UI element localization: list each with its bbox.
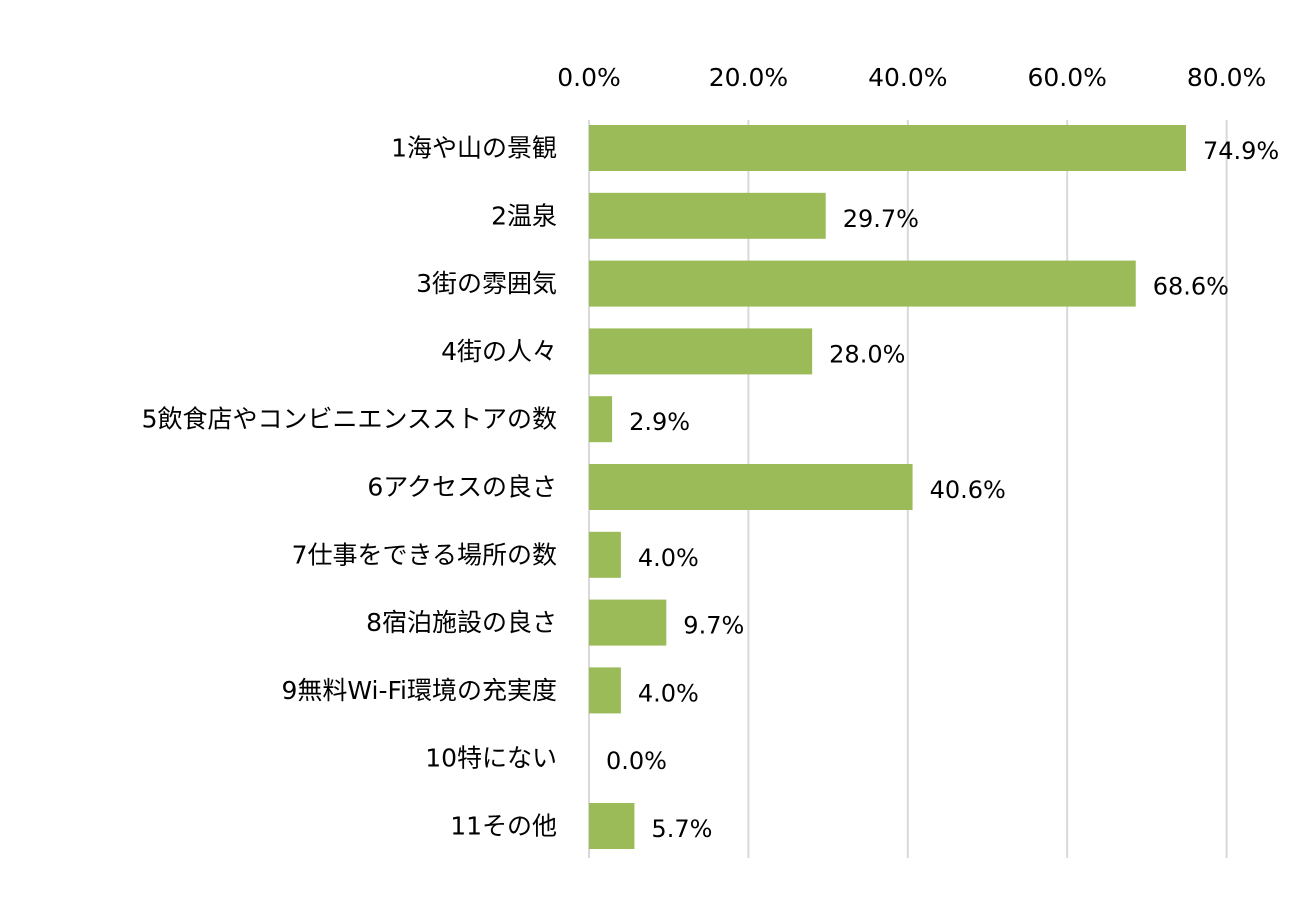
category-label: 4街の人々 (441, 337, 557, 366)
category-label: 7仕事をできる場所の数 (292, 540, 557, 569)
data-label: 74.9% (1203, 137, 1279, 165)
data-label: 4.0% (638, 544, 699, 572)
data-label: 9.7% (683, 612, 744, 640)
bar (589, 531, 621, 578)
data-label: 68.6% (1153, 273, 1229, 301)
category-label: 5飲食店やコンビニエンスストアの数 (142, 405, 557, 434)
bar (589, 667, 621, 714)
category-label: 6アクセスの良さ (367, 473, 557, 502)
x-tick-label: 40.0% (868, 63, 947, 92)
category-label: 11その他 (450, 812, 557, 841)
bar (589, 260, 1136, 307)
x-tick-label: 0.0% (557, 63, 621, 92)
data-label: 0.0% (606, 747, 667, 775)
category-label: 8宿泊施設の良さ (366, 608, 557, 637)
category-label: 10特にない (425, 744, 557, 773)
bar (589, 192, 826, 239)
data-label: 28.0% (829, 340, 905, 368)
data-label: 4.0% (638, 679, 699, 707)
category-label: 1海や山の景観 (391, 134, 557, 163)
data-labels: 74.9% 29.7% 68.6% 28.0% 2.9% 40.6% 4.0% 9.7% 4.0… (606, 137, 1279, 843)
bar (589, 125, 1186, 171)
category-labels: 1海や山の景観 2温泉 3街の雰囲気 4街の人々 5飲食店やコンビニエンスストアの数 6ア… (142, 134, 557, 841)
data-label: 40.6% (930, 476, 1006, 504)
bar (589, 803, 635, 849)
bars (589, 125, 1186, 849)
bar (589, 328, 813, 375)
x-tick-label: 60.0% (1027, 63, 1106, 92)
x-tick-label: 80.0% (1187, 63, 1266, 92)
data-label: 2.9% (629, 408, 690, 436)
data-label: 5.7% (651, 815, 712, 843)
category-label: 2温泉 (491, 201, 557, 230)
category-label: 9無料Wi-Fi環境の充実度 (281, 676, 557, 705)
category-label: 3街の雰囲気 (416, 269, 557, 298)
bar (589, 599, 667, 646)
x-axis-tick-labels: 0.0% 20.0% 40.0% 60.0% 80.0% (557, 63, 1266, 92)
x-tick-label: 20.0% (709, 63, 788, 92)
data-label: 29.7% (843, 205, 919, 233)
bar (589, 464, 913, 510)
bar (589, 396, 613, 443)
